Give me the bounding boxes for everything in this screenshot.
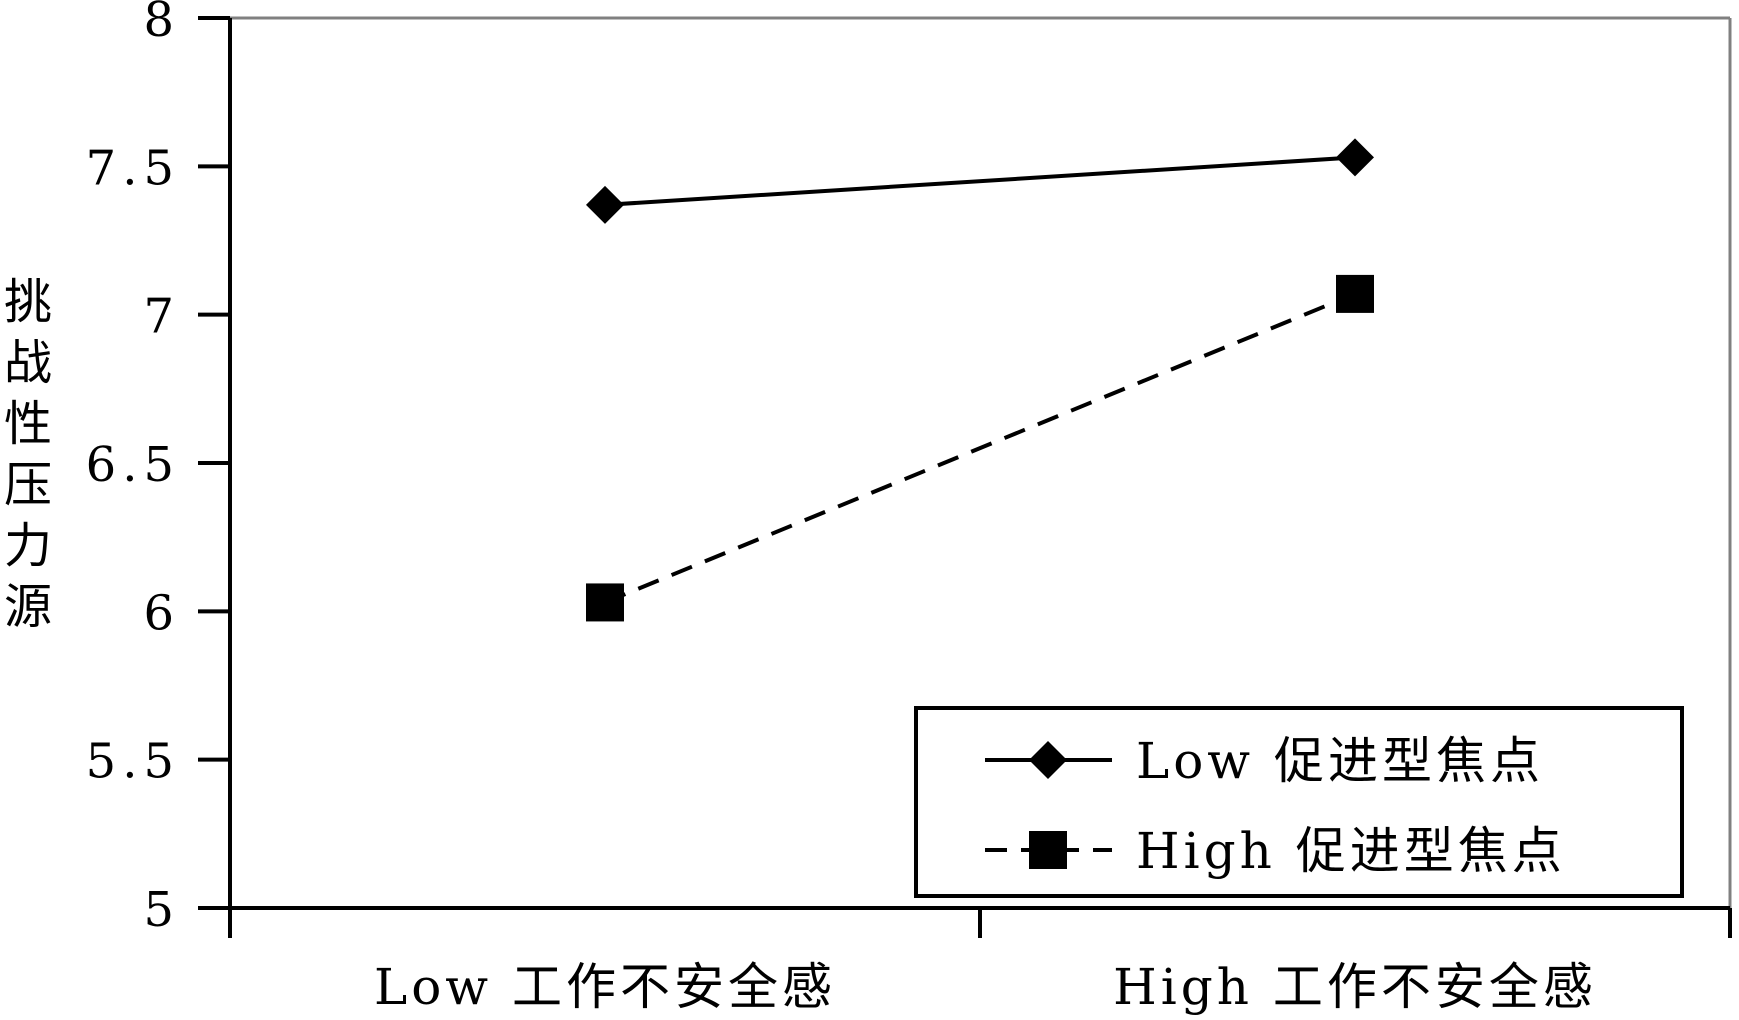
y-tick-label: 7 [143,289,180,345]
square-marker [1029,831,1067,869]
series-high-promotion-focus [586,274,1374,622]
y-tick-label: 5 [143,882,180,938]
series-line [604,292,1356,605]
x-tick-label: High 工作不安全感 [1113,958,1597,1016]
y-tick-label: 6.5 [86,437,180,493]
legend-items: Low 促进型焦点 High 促进型焦点 [985,732,1566,880]
square-marker [586,583,624,622]
y-tick-label: 7.5 [86,140,180,196]
y-tick-label: 5.5 [86,734,180,790]
series-low-promotion-focus [586,138,1374,224]
square-marker [1336,274,1374,313]
y-axis-label: 挑战性压力源 [4,274,52,635]
y-axis-ticks: 5 5.5 6 6.5 7 7.5 8 [86,0,230,938]
legend-item: High 促进型焦点 [985,822,1566,880]
y-tick-label: 6 [143,585,180,641]
legend: Low 促进型焦点 High 促进型焦点 [914,706,1684,898]
legend-label: High 促进型焦点 [1136,822,1566,880]
legend-label: Low 促进型焦点 [1136,732,1544,790]
diamond-marker [1029,741,1067,779]
diamond-marker [586,185,624,224]
x-axis-ticks: Low 工作不安全感 High 工作不安全感 [228,908,1732,1016]
series-layer [586,138,1374,622]
series-line [604,155,1356,207]
legend-item: Low 促进型焦点 [985,732,1544,790]
x-tick-label: Low 工作不安全感 [374,958,836,1016]
y-tick-label: 8 [143,0,180,48]
diamond-marker [1336,138,1374,177]
